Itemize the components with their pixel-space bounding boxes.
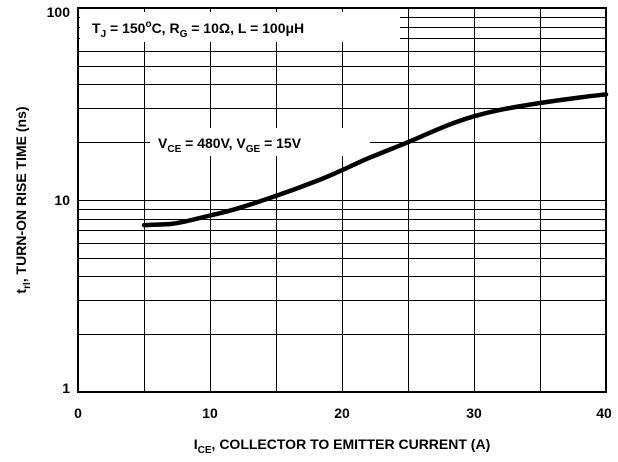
x-tick-30: 30 (466, 405, 482, 421)
x-tick-0: 0 (74, 405, 82, 421)
bias-label: VCE = 480V, VGE = 15V (158, 135, 302, 155)
x-tick-10: 10 (202, 405, 218, 421)
x-tick-20: 20 (334, 405, 350, 421)
x-tick-40: 40 (596, 405, 612, 421)
y-tick-10: 10 (54, 192, 70, 208)
conditions-label: TJ = 150oC, RG = 10Ω, L = 100μH (92, 19, 304, 40)
conditions-label-bg (80, 12, 400, 42)
tick-labels: 0 10 20 30 40 1 10 100 (47, 4, 612, 421)
grid-lines (78, 8, 606, 392)
y-tick-100: 100 (47, 4, 71, 20)
y-axis-title: trI, TURN-ON RISE TIME (ns) (13, 106, 33, 293)
series-line (141, 92, 609, 228)
plot-frame (77, 7, 607, 393)
bias-label-bg (150, 128, 370, 156)
x-axis-title: ICE, COLLECTOR TO EMITTER CURRENT (A) (194, 436, 491, 456)
y-tick-1: 1 (62, 380, 70, 396)
